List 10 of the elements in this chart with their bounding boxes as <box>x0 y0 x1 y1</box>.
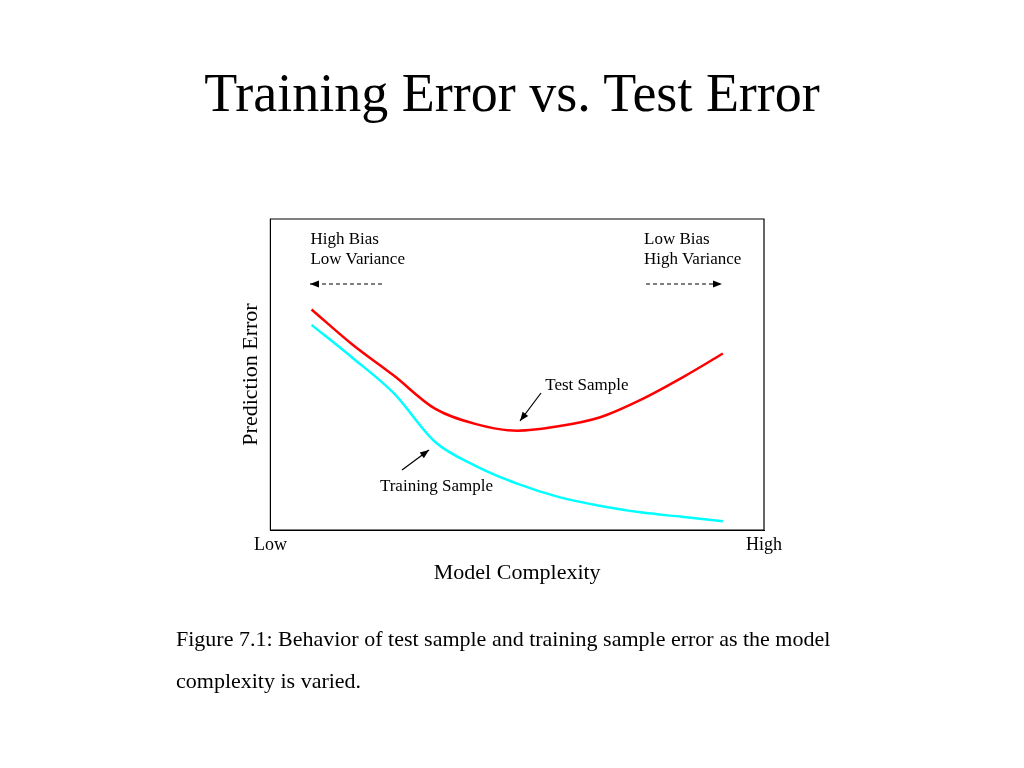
caption: Figure 7.1: Behavior of test sample and training sample error as the model complexity is varied. <box>176 625 832 695</box>
x-axis-title: Model Complexity <box>433 558 601 584</box>
chart-title: Training Error vs. Test Error <box>203 62 821 124</box>
series-label: Test Sample <box>545 374 629 395</box>
text: High Bias Low Variance <box>310 229 405 269</box>
x-tick-label: Low <box>253 533 287 554</box>
y-axis-title: Prediction Error <box>236 302 262 446</box>
x-tick-label: High <box>746 533 782 554</box>
text: Low Bias High Variance <box>644 229 742 269</box>
series-label: Training Sample <box>379 475 494 496</box>
